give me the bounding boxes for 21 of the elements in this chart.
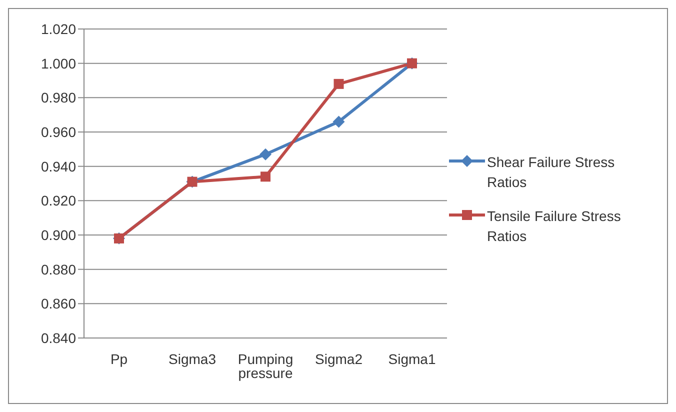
legend-label: Tensile Failure Stress Ratios: [487, 207, 622, 246]
legend-label: Shear Failure Stress Ratios: [487, 153, 616, 192]
x-tick-label: Sigma1: [388, 350, 436, 367]
y-tick-label: 0.960: [40, 124, 76, 140]
x-tick-label: Pp: [110, 350, 128, 367]
point: [260, 148, 272, 160]
y-tick-label: 0.940: [40, 158, 76, 174]
y-tick-label: 0.980: [40, 90, 76, 106]
point: [334, 78, 344, 89]
y-tick-label: 0.920: [40, 192, 76, 209]
y-tick-label: 0.880: [40, 261, 76, 278]
y-tick-label: 1.000: [40, 55, 76, 72]
x-tick-label: Sigma2: [315, 350, 363, 367]
point: [260, 172, 270, 182]
y-tick-label: 0.860: [40, 296, 76, 312]
x-tick-label: Pumping pressure: [238, 350, 294, 381]
y-tick-label: 0.900: [40, 226, 76, 243]
x-tick-label: Sigma3: [168, 350, 216, 367]
y-tick-label: 0.840: [40, 330, 76, 346]
y-tick-label: 1.020: [40, 20, 76, 37]
point: [332, 116, 345, 128]
